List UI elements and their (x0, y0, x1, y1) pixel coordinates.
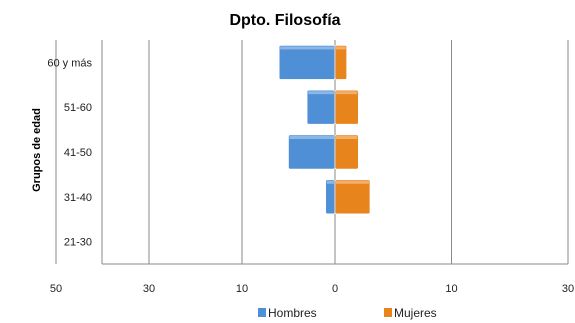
bar-highlight (336, 136, 358, 139)
y-tick-label: 60 y más (47, 57, 92, 69)
bar-hombres (278, 45, 336, 80)
axes (101, 40, 568, 265)
bar-highlight (289, 136, 334, 139)
bar-mujeres (334, 45, 347, 80)
y-tick-labels: 60 y más 51-60 41-50 31-40 21-30 (47, 57, 92, 248)
bar-highlight (336, 180, 369, 184)
bar-hombres (288, 134, 336, 170)
legend-label: Mujeres (394, 306, 437, 320)
y-tick-label: 51-60 (64, 102, 92, 114)
legend-item-mujeres: Mujeres (384, 306, 437, 320)
bar-highlight (336, 46, 346, 50)
legend-swatch (384, 308, 392, 317)
y-tick-label: 31-40 (64, 192, 92, 204)
x-tick-label: 0 (332, 283, 338, 295)
x-tick-label: 30 (562, 283, 574, 295)
bar-hombres (306, 89, 336, 125)
x-tick-label: 30 (143, 283, 155, 295)
legend-label: Hombres (268, 306, 317, 320)
bar-highlight (336, 91, 358, 95)
bar-highlight (308, 91, 334, 95)
x-tick-labels: 5030100103050 (50, 283, 574, 295)
legend-item-hombres: Hombres (258, 306, 317, 320)
bars (278, 45, 371, 215)
y-axis-label: Grupos de edad (31, 108, 43, 192)
bar-mujeres (334, 179, 371, 215)
x-tick-label: 10 (236, 283, 248, 295)
x-tick-label: 10 (445, 283, 457, 295)
y-tick-label: 21-30 (64, 237, 92, 249)
chart-title: Dpto. Filosofía (229, 12, 340, 29)
bar-mujeres (334, 134, 359, 170)
legend-swatch (258, 308, 266, 317)
bar-highlight (326, 180, 334, 184)
bar-hombres (325, 179, 336, 215)
bar-highlight (280, 46, 334, 50)
legend: Hombres Mujeres (258, 306, 437, 320)
x-tick-label: 50 (50, 283, 62, 295)
bar-mujeres (334, 89, 359, 125)
y-tick-label: 41-50 (64, 147, 92, 159)
